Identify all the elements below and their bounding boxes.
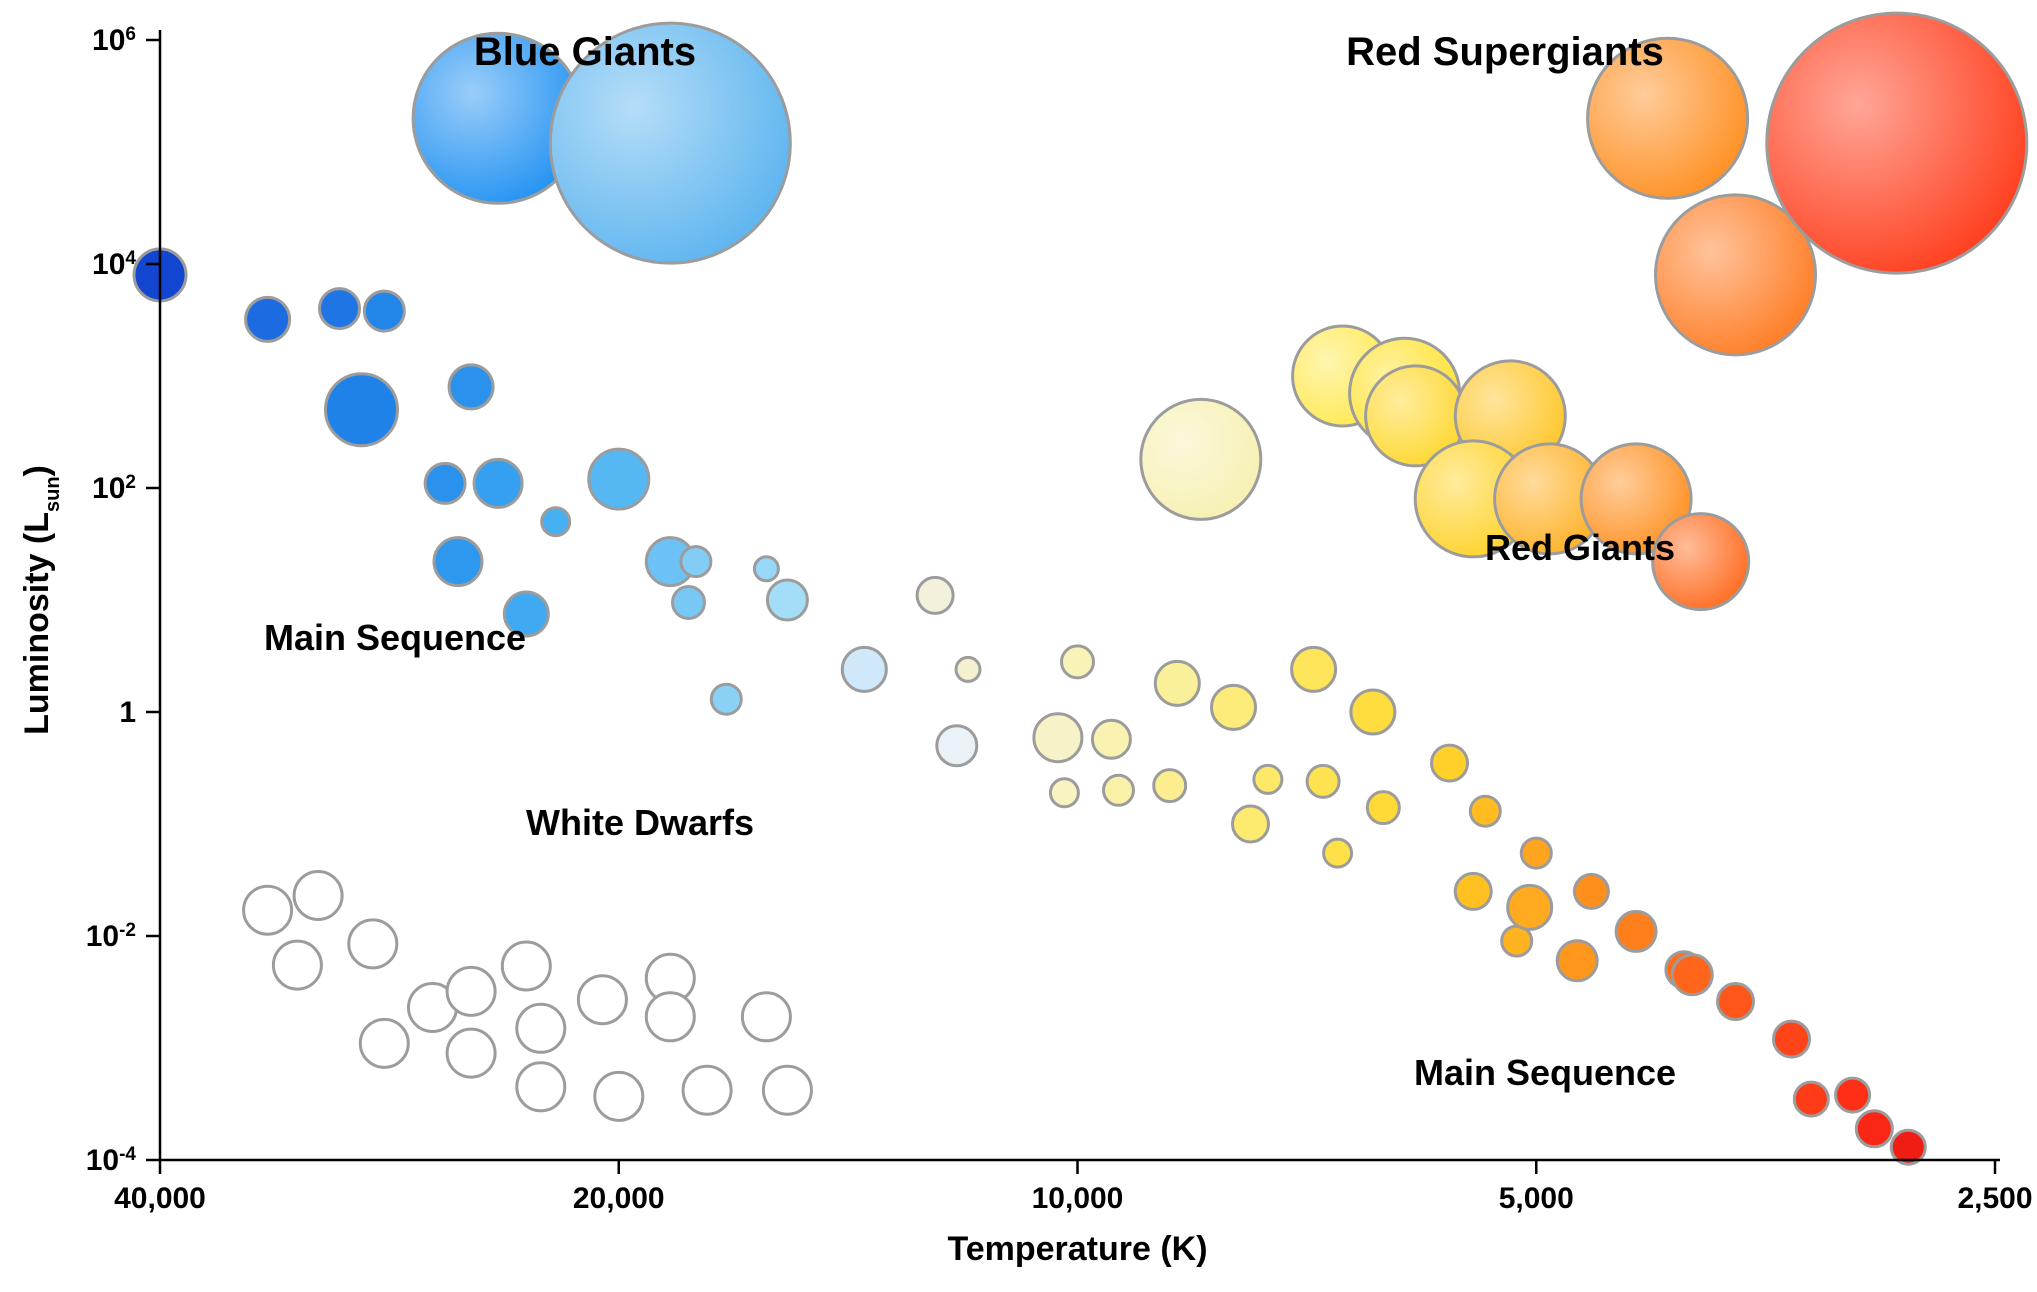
star-marker [1836, 1078, 1870, 1112]
star-marker [447, 1029, 495, 1077]
star-marker [1432, 745, 1468, 781]
star-marker [360, 1019, 408, 1067]
x-tick-label: 5,000 [1499, 1182, 1574, 1215]
star-marker [326, 374, 398, 446]
star-marker [1455, 873, 1491, 909]
star-marker [273, 941, 321, 989]
star-marker [937, 726, 977, 766]
star-marker [646, 993, 694, 1041]
star-marker [1155, 661, 1199, 705]
star-marker [1672, 955, 1712, 995]
star-marker [1050, 779, 1078, 807]
star-marker [1307, 765, 1339, 797]
star-marker [1034, 714, 1082, 762]
star-marker [449, 365, 493, 409]
star-marker [1154, 770, 1186, 802]
star-marker [1521, 838, 1551, 868]
x-tick-label: 40,000 [114, 1182, 206, 1215]
star-marker [595, 1072, 643, 1120]
star-marker [502, 942, 550, 990]
star-marker [1212, 685, 1256, 729]
region-label: Blue Giants [474, 30, 696, 74]
star-marker [683, 1066, 731, 1114]
x-tick-label: 20,000 [573, 1182, 665, 1215]
star-marker [842, 647, 886, 691]
star-marker [754, 557, 778, 581]
star-marker [434, 538, 482, 586]
region-label: Main Sequence [1414, 1052, 1676, 1093]
star-marker [1324, 839, 1352, 867]
star-marker [1292, 647, 1336, 691]
region-label: Main Sequence [264, 617, 526, 658]
star-marker [542, 508, 570, 536]
star-marker [1062, 646, 1094, 678]
star-marker [246, 297, 290, 341]
star-marker [917, 577, 953, 613]
star-marker [244, 886, 292, 934]
region-label: Red Giants [1485, 527, 1675, 568]
star-marker [1616, 911, 1656, 951]
star-marker [320, 289, 360, 329]
star-marker [1092, 720, 1130, 758]
star-marker [1508, 885, 1552, 929]
star-marker [1767, 13, 2027, 273]
star-marker [425, 463, 465, 503]
star-marker [1774, 1021, 1810, 1057]
star-marker [1718, 984, 1754, 1020]
star-marker [1254, 765, 1282, 793]
hr-diagram: 40,00020,00010,0005,0002,500106104102110… [0, 0, 2037, 1292]
y-tick-label: 1 [119, 696, 136, 729]
star-marker [673, 587, 705, 619]
star-marker [742, 993, 790, 1041]
star-marker [1470, 796, 1500, 826]
star-marker [1856, 1111, 1892, 1147]
star-marker [1104, 775, 1134, 805]
star-marker [1557, 941, 1597, 981]
star-marker [767, 580, 807, 620]
star-marker [517, 1004, 565, 1052]
hr-svg: 40,00020,00010,0005,0002,500106104102110… [0, 0, 2037, 1292]
star-marker [447, 967, 495, 1015]
x-axis-label: Temperature (K) [947, 1230, 1207, 1268]
star-marker [578, 976, 626, 1024]
x-tick-label: 2,500 [1957, 1182, 2032, 1215]
star-marker [474, 459, 522, 507]
star-marker [763, 1066, 811, 1114]
star-marker [1351, 690, 1395, 734]
star-marker [1794, 1082, 1828, 1116]
star-marker [349, 920, 397, 968]
region-label: White Dwarfs [526, 802, 754, 843]
star-marker [1233, 806, 1269, 842]
star-marker [956, 657, 980, 681]
star-marker [711, 684, 741, 714]
star-marker [1574, 874, 1608, 908]
region-label: Red Supergiants [1346, 30, 1664, 74]
star-marker [517, 1063, 565, 1111]
star-marker [589, 449, 649, 509]
star-marker [294, 872, 342, 920]
x-tick-label: 10,000 [1032, 1182, 1124, 1215]
star-marker [364, 291, 404, 331]
star-marker [1141, 399, 1261, 519]
star-marker [681, 547, 711, 577]
star-marker [1367, 792, 1399, 824]
